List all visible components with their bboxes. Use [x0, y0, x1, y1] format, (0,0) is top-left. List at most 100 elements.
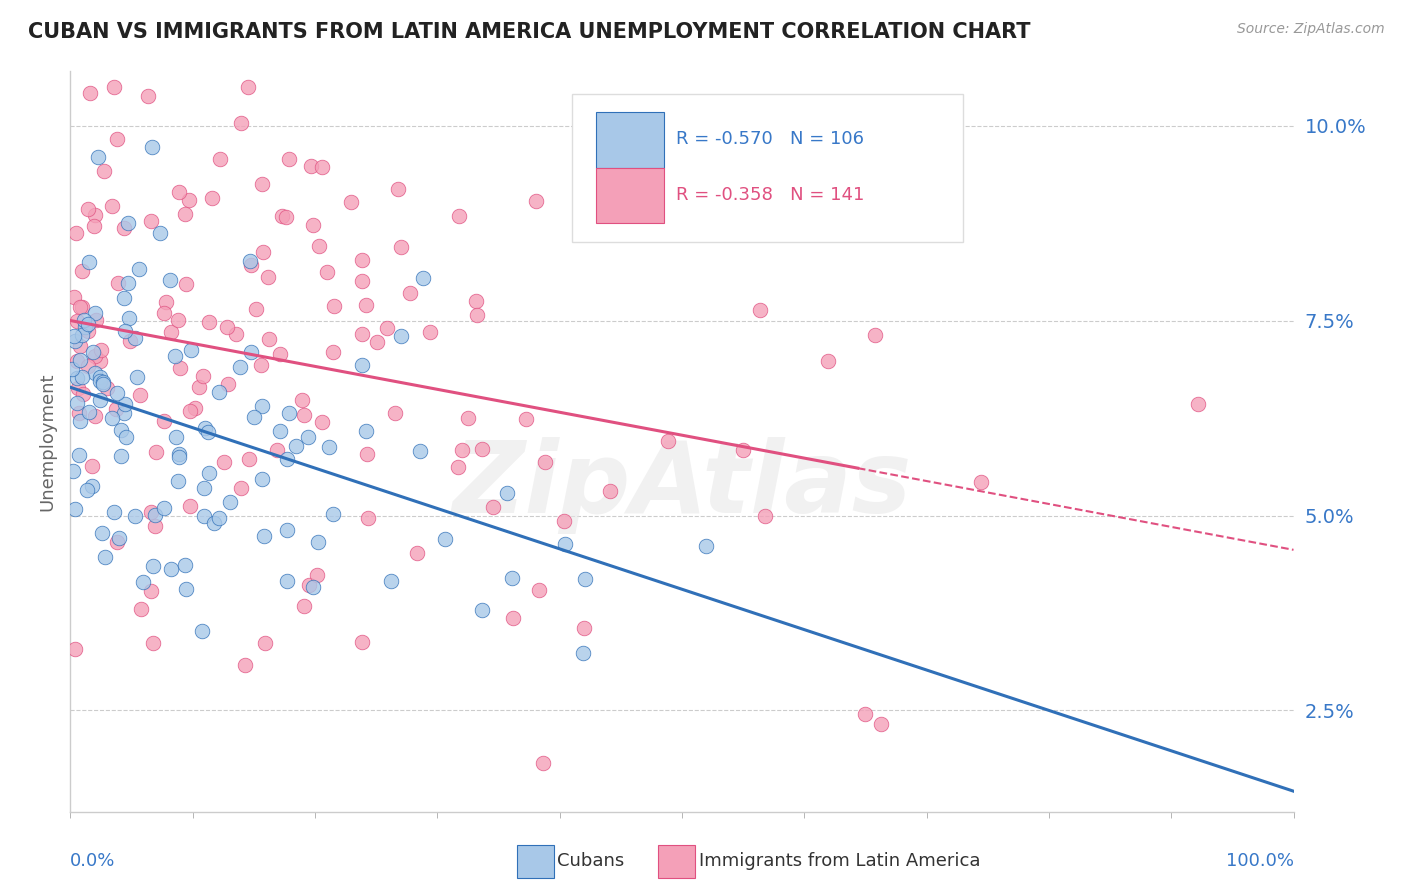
- Point: [242, 409, 264, 424]
- Point: [117, 276, 139, 290]
- Point: [533, 756, 555, 771]
- Point: [112, 221, 135, 235]
- Point: [292, 599, 315, 613]
- Point: [863, 328, 886, 343]
- Point: [159, 273, 181, 287]
- Text: CUBAN VS IMMIGRANTS FROM LATIN AMERICA UNEMPLOYMENT CORRELATION CHART: CUBAN VS IMMIGRANTS FROM LATIN AMERICA U…: [28, 22, 1031, 42]
- Text: Cubans: Cubans: [557, 852, 624, 871]
- Point: [853, 706, 876, 721]
- Point: [534, 455, 557, 469]
- Point: [274, 210, 297, 224]
- Point: [153, 306, 176, 320]
- Point: [167, 450, 190, 464]
- Point: [270, 209, 292, 223]
- Point: [65, 353, 87, 368]
- Point: [298, 578, 321, 592]
- Point: [114, 324, 136, 338]
- Point: [572, 151, 595, 165]
- Point: [311, 160, 333, 174]
- Point: [129, 602, 152, 616]
- Point: [76, 483, 98, 498]
- Point: [748, 302, 770, 317]
- Point: [354, 425, 377, 439]
- Point: [66, 381, 89, 395]
- Point: [141, 504, 163, 518]
- Point: [93, 164, 115, 178]
- Point: [218, 495, 240, 509]
- Point: [529, 582, 551, 597]
- Point: [139, 214, 162, 228]
- Point: [970, 475, 993, 489]
- Text: 0.0%: 0.0%: [70, 853, 115, 871]
- Point: [163, 349, 186, 363]
- Point: [1187, 397, 1209, 411]
- Point: [193, 481, 215, 495]
- Point: [84, 306, 107, 320]
- Point: [870, 717, 893, 731]
- Point: [387, 182, 409, 196]
- Point: [193, 509, 215, 524]
- Point: [141, 583, 163, 598]
- Point: [257, 270, 280, 285]
- Point: [79, 86, 101, 100]
- Point: [240, 258, 263, 272]
- Point: [308, 238, 330, 252]
- Point: [305, 568, 328, 582]
- Point: [465, 308, 488, 322]
- Point: [73, 313, 96, 327]
- Point: [292, 408, 315, 422]
- Point: [572, 646, 595, 660]
- Point: [105, 386, 128, 401]
- Point: [69, 352, 91, 367]
- Point: [114, 397, 136, 411]
- Point: [89, 393, 111, 408]
- Point: [380, 574, 402, 588]
- Point: [197, 425, 219, 439]
- Point: [131, 575, 153, 590]
- Point: [141, 139, 163, 153]
- Point: [66, 370, 89, 384]
- Point: [70, 369, 93, 384]
- Point: [153, 501, 176, 516]
- Point: [250, 399, 273, 413]
- Point: [657, 434, 679, 448]
- Point: [217, 319, 239, 334]
- Point: [464, 293, 486, 308]
- Point: [77, 317, 100, 331]
- Point: [179, 193, 201, 207]
- Point: [350, 252, 373, 267]
- FancyBboxPatch shape: [596, 112, 664, 168]
- Point: [94, 549, 117, 564]
- Point: [198, 316, 221, 330]
- Point: [231, 481, 253, 495]
- Point: [117, 216, 139, 230]
- Point: [457, 411, 479, 425]
- Point: [554, 537, 576, 551]
- Point: [96, 381, 118, 395]
- Point: [70, 264, 93, 278]
- Point: [149, 226, 172, 240]
- Point: [340, 194, 363, 209]
- Point: [266, 443, 288, 458]
- Point: [357, 511, 380, 525]
- Point: [84, 208, 107, 222]
- Point: [323, 299, 346, 313]
- Point: [515, 412, 537, 426]
- Point: [239, 254, 262, 268]
- Point: [636, 227, 658, 241]
- Point: [104, 401, 127, 416]
- Point: [297, 430, 319, 444]
- Point: [502, 611, 524, 625]
- Point: [91, 377, 114, 392]
- Point: [352, 327, 374, 342]
- Point: [124, 509, 146, 524]
- Point: [252, 244, 274, 259]
- Point: [553, 514, 575, 528]
- Point: [356, 298, 378, 312]
- Point: [84, 313, 107, 327]
- Point: [389, 329, 412, 343]
- Point: [245, 302, 267, 317]
- Point: [208, 385, 231, 400]
- Text: Source: ZipAtlas.com: Source: ZipAtlas.com: [1237, 22, 1385, 37]
- Point: [82, 345, 104, 359]
